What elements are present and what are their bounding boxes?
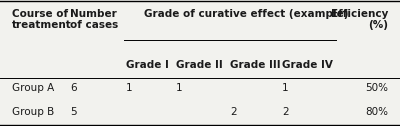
Text: 50%: 50% (365, 83, 388, 93)
Text: 1: 1 (126, 83, 133, 93)
Text: Group A: Group A (12, 83, 54, 93)
Text: 6: 6 (70, 83, 77, 93)
Text: 80%: 80% (365, 107, 388, 117)
Text: Grade IV: Grade IV (282, 60, 333, 70)
Text: Grade I: Grade I (126, 60, 169, 70)
Text: 2: 2 (282, 107, 289, 117)
Text: 1: 1 (282, 83, 289, 93)
Text: 5: 5 (70, 107, 77, 117)
Text: Grade II: Grade II (176, 60, 223, 70)
Text: Grade III: Grade III (230, 60, 281, 70)
Text: Grade of curative effect (example): Grade of curative effect (example) (144, 9, 348, 19)
Text: 1: 1 (176, 83, 183, 93)
Text: Group B: Group B (12, 107, 54, 117)
Text: Efficiency
(%): Efficiency (%) (331, 9, 388, 30)
Text: Course of
treatment: Course of treatment (12, 9, 72, 30)
Text: 2: 2 (230, 107, 237, 117)
Text: Number
of cases: Number of cases (70, 9, 118, 30)
